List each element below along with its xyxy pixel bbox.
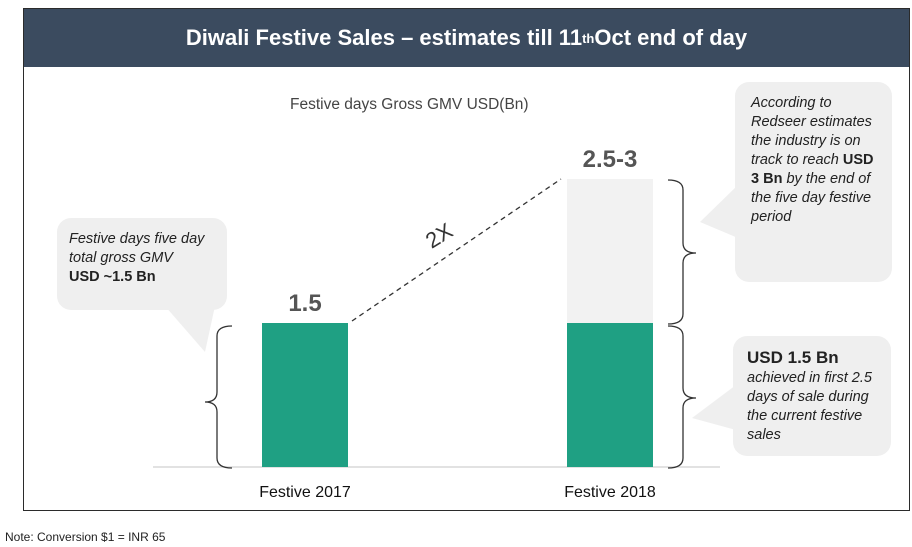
chart-subtitle: Festive days Gross GMV USD(Bn) bbox=[290, 96, 529, 113]
callout-right-top-text-after: by the end of the five day festive perio… bbox=[751, 171, 872, 225]
callout-left-bold: USD ~1.5 Bn bbox=[69, 269, 156, 285]
bar-achieved-1 bbox=[262, 323, 348, 467]
callout-right-bottom: USD 1.5 Bn achieved in first 2.5 days of… bbox=[733, 336, 891, 456]
title-main: Diwali Festive Sales – estimates till 11 bbox=[185, 25, 583, 50]
callout-right-top-text: According to Redseer estimates the indus… bbox=[751, 95, 872, 168]
growth-label: 2X bbox=[421, 218, 457, 254]
footnote: Note: Conversion $1 = INR 65 bbox=[5, 530, 166, 544]
bar-estimate-2 bbox=[567, 179, 653, 323]
callout-right-top-bold: USD 3 Bn bbox=[751, 152, 874, 187]
slide-header: Diwali Festive Sales – estimates till 11… bbox=[24, 9, 909, 67]
category-label-1: Festive 2017 bbox=[259, 484, 351, 501]
title-sup: th bbox=[582, 30, 595, 46]
callout-right-bottom-tail bbox=[692, 385, 736, 430]
callout-left: Festive days five day total gross GMV US… bbox=[57, 218, 227, 310]
brace-right-bottom bbox=[667, 325, 697, 469]
callout-left-text: Festive days five day total gross GMV bbox=[69, 231, 205, 266]
category-label-2: Festive 2018 bbox=[564, 484, 656, 501]
bar-achieved-2 bbox=[567, 323, 653, 467]
brace-left bbox=[204, 325, 233, 469]
callout-right-top-tail bbox=[700, 185, 738, 238]
title-end: Oct end of day bbox=[594, 25, 748, 50]
growth-trend-line bbox=[351, 178, 562, 322]
brace-right-top bbox=[667, 179, 697, 325]
data-label-1: 1.5 bbox=[288, 290, 321, 317]
callout-right-top: According to Redseer estimates the indus… bbox=[735, 82, 892, 282]
callout-right-bottom-bold: USD 1.5 Bn bbox=[747, 348, 839, 367]
callout-right-bottom-text: achieved in first 2.5 days of sale durin… bbox=[747, 370, 872, 443]
callout-left-tail bbox=[165, 306, 215, 352]
data-label-2: 2.5-3 bbox=[583, 146, 638, 173]
